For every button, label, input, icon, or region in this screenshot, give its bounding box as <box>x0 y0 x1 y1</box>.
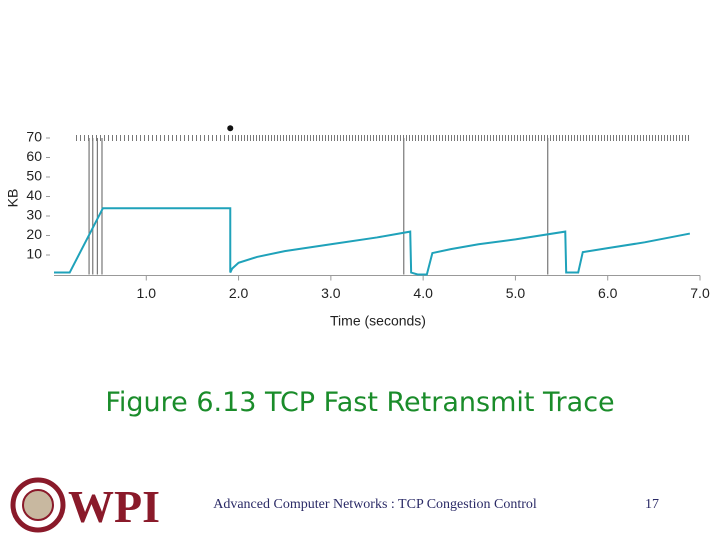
y-tick-label: 70 <box>26 129 42 145</box>
footer: Advanced Computer Networks : TCP Congest… <box>213 497 537 512</box>
x-tick-label: 2.0 <box>229 285 249 301</box>
data-line <box>54 207 691 276</box>
y-tick-label: 10 <box>26 246 42 262</box>
y-tick-label: 60 <box>26 148 42 164</box>
y-tick-label: 40 <box>26 187 42 203</box>
logo: WPI <box>10 477 160 533</box>
x-tick-label: 1.0 <box>137 285 157 301</box>
dot <box>227 125 234 132</box>
y-axis-label: KB <box>5 189 21 208</box>
x-tick-label: 3.0 <box>321 285 341 301</box>
x-tick-label: 5.0 <box>506 285 526 301</box>
x-axis-label: Time (seconds) <box>330 313 426 329</box>
page-number: 17 <box>645 497 659 512</box>
x-tick-label: 6.0 <box>598 285 618 301</box>
x-tick-label: 7.0 <box>690 285 710 301</box>
y-tick-label: 50 <box>26 168 42 184</box>
caption: Figure 6.13 TCP Fast Retransmit Trace <box>105 387 614 418</box>
x-tick-label: 4.0 <box>413 285 433 301</box>
y-tick-label: 30 <box>26 207 42 223</box>
logo-text: WPI <box>68 481 160 532</box>
seal-center <box>22 489 54 521</box>
y-tick-label: 20 <box>26 226 42 242</box>
